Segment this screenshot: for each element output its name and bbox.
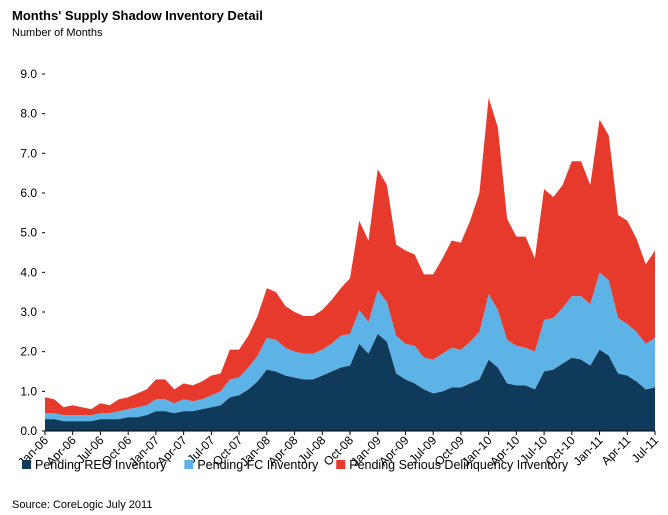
legend-swatch xyxy=(22,460,31,469)
y-tick-label: 0.0 xyxy=(20,424,37,438)
y-tick-label: 5.0 xyxy=(20,226,37,240)
source: Source: CoreLogic July 2011 xyxy=(12,499,152,511)
x-tick-label: Jul-11 xyxy=(629,433,662,466)
legend-swatch xyxy=(336,460,346,469)
legend-swatch xyxy=(184,460,194,469)
chart-title: Months' Supply Shadow Inventory Detail xyxy=(12,8,263,23)
y-tick-label: 8.0 xyxy=(20,107,37,121)
area xyxy=(45,272,655,422)
y-tick-label: 4.0 xyxy=(20,265,37,279)
x-tick-label: Apr-11 xyxy=(599,433,634,468)
y-tick-label: 7.0 xyxy=(20,146,37,160)
area xyxy=(45,97,655,416)
y-tick-label: 2.0 xyxy=(20,345,37,359)
y-tick-label: 6.0 xyxy=(20,186,37,200)
y-tick-label: 1.0 xyxy=(20,384,37,398)
area xyxy=(45,333,655,431)
legend-label: Pending REO Inventory xyxy=(35,458,167,472)
y-tick-label: 9.0 xyxy=(20,67,37,81)
y-tick-label: 3.0 xyxy=(20,305,37,319)
x-tick-label: Jan-11 xyxy=(570,433,605,468)
chart-subtitle: Number of Months xyxy=(12,27,103,39)
legend-label: Pending Serious Delinquency Inventory xyxy=(349,458,569,472)
legend-label: Pending FC Inventory xyxy=(197,458,319,472)
